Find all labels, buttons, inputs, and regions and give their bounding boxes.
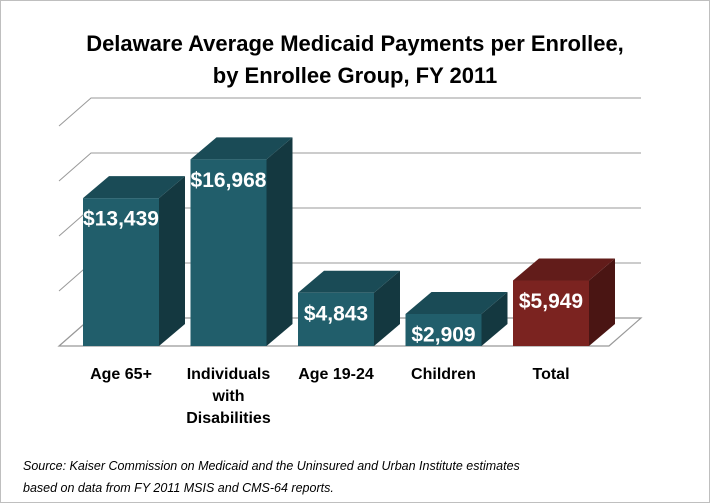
bar-side bbox=[374, 270, 400, 346]
bar-top bbox=[83, 176, 185, 199]
grid-line bbox=[58, 152, 641, 182]
x-tick-label: Total bbox=[532, 366, 570, 383]
data-label: $16,968 bbox=[191, 169, 267, 192]
data-label: $2,909 bbox=[411, 324, 475, 347]
bar-top bbox=[298, 270, 400, 293]
bar-front bbox=[298, 292, 374, 346]
x-tick-label: Age 65+ bbox=[90, 366, 152, 383]
chart-title: Delaware Average Medicaid Payments per E… bbox=[86, 31, 624, 56]
x-tick-label: Children bbox=[411, 366, 476, 383]
bar bbox=[190, 137, 293, 346]
bar-front bbox=[190, 159, 267, 346]
bar bbox=[513, 258, 615, 346]
bar-top bbox=[513, 258, 615, 281]
bar bbox=[405, 292, 508, 346]
data-label: $5,949 bbox=[519, 290, 583, 313]
bar-top bbox=[190, 137, 293, 160]
bar bbox=[83, 176, 185, 346]
chart-title: by Enrollee Group, FY 2011 bbox=[213, 63, 497, 88]
bar-front bbox=[405, 314, 482, 346]
bar-side bbox=[266, 137, 293, 346]
data-label: $4,843 bbox=[304, 302, 368, 325]
source-note: Source: Kaiser Commission on Medicaid an… bbox=[23, 459, 520, 473]
source-note: based on data from FY 2011 MSIS and CMS-… bbox=[23, 481, 334, 495]
bar-front bbox=[83, 198, 159, 346]
grid-line bbox=[58, 97, 641, 127]
bar bbox=[298, 270, 400, 346]
bar-side bbox=[589, 258, 615, 346]
bar-top bbox=[405, 292, 508, 315]
bar-side bbox=[481, 292, 508, 346]
x-tick-label: Age 19-24 bbox=[298, 366, 374, 383]
x-tick-label: Individuals with Disabilities bbox=[186, 366, 271, 427]
data-label: $13,439 bbox=[83, 208, 159, 231]
bar-front bbox=[513, 280, 589, 346]
bar-side bbox=[159, 176, 185, 346]
